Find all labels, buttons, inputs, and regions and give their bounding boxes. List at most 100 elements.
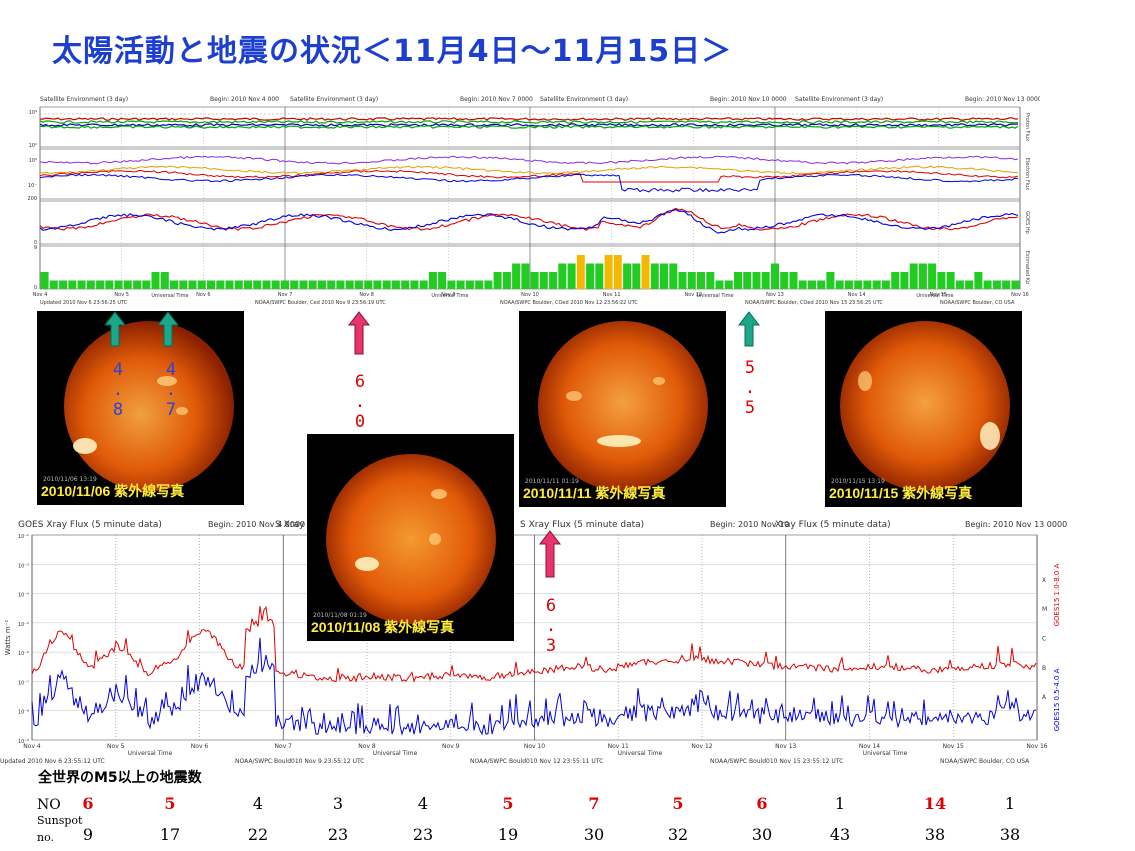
satellite-environment-chart: Satellite Environment (3 day) Begin: 2010… bbox=[27, 96, 1040, 306]
arrow-up-icon bbox=[348, 311, 370, 355]
day-tick-label: Nov 10 bbox=[521, 292, 539, 298]
kp-bar bbox=[447, 280, 456, 289]
flare-class-label: M bbox=[1042, 606, 1047, 613]
kp-bar bbox=[715, 280, 724, 289]
strip-label: Electron Flux bbox=[1024, 158, 1030, 191]
panel-header-title: Xray Flux (5 minute data) bbox=[775, 520, 891, 530]
day-tick-label: Nov 14 bbox=[848, 292, 866, 298]
y-tick-label: 10⁻⁸ bbox=[18, 710, 29, 716]
kp-bar bbox=[678, 272, 687, 289]
day-tick-label: Nov 5 bbox=[114, 292, 129, 298]
kp-bar bbox=[428, 272, 437, 289]
kp-bar bbox=[576, 255, 585, 289]
day-tick-label: Nov 7 bbox=[275, 743, 293, 750]
sunspot-count-cell: 30 bbox=[583, 825, 605, 844]
kp-bar bbox=[493, 272, 502, 289]
kp-bar bbox=[844, 280, 853, 289]
kp-bar bbox=[826, 272, 835, 289]
kp-bar bbox=[133, 280, 142, 289]
quake-count-cell: 6 bbox=[756, 794, 768, 813]
legend-series-long: GOES15 1.0-8.0 A bbox=[1053, 563, 1061, 626]
sun-caption: 2010/11/11 紫外線写真 bbox=[523, 485, 666, 501]
x-axis-label: Universal Time bbox=[373, 750, 418, 757]
page-title: 太陽活動と地震の状況＜11月4日～11月15日＞ bbox=[52, 34, 733, 69]
kp-bar bbox=[623, 263, 632, 289]
kp-bar bbox=[1011, 280, 1020, 289]
kp-bar bbox=[586, 263, 595, 289]
kp-bar bbox=[521, 263, 530, 289]
kp-bar bbox=[706, 272, 715, 289]
kp-bar bbox=[955, 280, 964, 289]
x-axis-label: Universal Time bbox=[128, 750, 173, 757]
arrow-up-icon bbox=[539, 530, 561, 578]
footer-text: NOAA/SWPC Boulder, Ced 2010 Nov 9 23:56:… bbox=[255, 300, 386, 306]
kp-bar bbox=[262, 280, 271, 289]
y-axis-label: Watts m⁻² bbox=[4, 620, 12, 656]
x-axis-label: Universal Time bbox=[151, 293, 188, 299]
kp-bar bbox=[336, 280, 345, 289]
kp-bar bbox=[179, 280, 188, 289]
strip-label: Proton Flux bbox=[1024, 113, 1030, 141]
sun-image-1108: 2010/11/08 01:19 2010/11/08 紫外線写真 bbox=[307, 434, 514, 641]
day-tick-label: Nov 4 bbox=[33, 292, 48, 298]
kp-bar bbox=[539, 272, 548, 289]
panel-header-title: Satellite Environment (3 day) bbox=[540, 96, 628, 103]
footer-text: NOAA/SWPC Bould010 Nov 12 23:55:11 UTC bbox=[470, 758, 603, 765]
y-tick-label: 10⁻ bbox=[28, 183, 37, 189]
panel-header-title: S Xray Flux (5 minute data) bbox=[520, 520, 644, 530]
kp-bar bbox=[835, 280, 844, 289]
day-tick-label: Nov 12 bbox=[684, 292, 702, 298]
sun-caption: 2010/11/15 紫外線写真 bbox=[829, 485, 973, 501]
kp-bar bbox=[244, 280, 252, 289]
day-tick-label: Nov 6 bbox=[196, 292, 211, 298]
kp-bar bbox=[743, 272, 752, 289]
kp-bar bbox=[114, 280, 123, 289]
quake-count-cell: 14 bbox=[923, 794, 947, 813]
kp-bar bbox=[946, 272, 955, 289]
quake-count-cell: 7 bbox=[588, 794, 600, 813]
y-tick-label: 10⁰ bbox=[29, 158, 37, 164]
panel-header-begin: Begin: 2010 Nov 7 0000 bbox=[460, 96, 533, 103]
flare-class-label: A bbox=[1042, 694, 1047, 701]
panel-header-begin: Begin: 2010 Nov 10 0000 bbox=[710, 96, 787, 103]
sun-timestamp: 2010/11/11 01:19 bbox=[525, 478, 579, 485]
kp-bar bbox=[68, 280, 77, 289]
proton-series bbox=[39, 125, 1019, 129]
footer-text: NOAA/SWPC Bould010 Nov 9 23:55:12 UTC bbox=[235, 758, 364, 765]
kp-bar bbox=[327, 280, 336, 289]
kp-bar bbox=[382, 280, 391, 289]
kp-bar bbox=[798, 280, 807, 289]
y-tick-label: 10⁻⁶ bbox=[18, 651, 29, 657]
kp-bar bbox=[632, 263, 641, 289]
kp-bar bbox=[549, 272, 558, 289]
sun-disk-icon bbox=[326, 454, 496, 624]
kp-bar bbox=[456, 280, 465, 289]
legend-series-short: GOES15 0.5-4.0 A bbox=[1053, 668, 1061, 731]
hp-series bbox=[39, 207, 1019, 231]
y-tick-label: 9 bbox=[34, 245, 37, 251]
series-line-short bbox=[31, 637, 1037, 737]
kp-bar bbox=[234, 280, 243, 289]
quake-count-cell: 6 bbox=[82, 794, 94, 813]
sunspot-count-cell: 32 bbox=[667, 825, 689, 844]
kp-bar bbox=[318, 280, 326, 289]
kp-bar bbox=[918, 263, 927, 289]
kp-bar bbox=[789, 272, 798, 289]
sunspot-count-cell: 23 bbox=[412, 825, 434, 844]
footer-text: Updated 2010 Nov 6 23:56:25 UTC bbox=[40, 300, 128, 306]
series-line-long bbox=[31, 605, 1037, 683]
quake-count-cell: 1 bbox=[1004, 794, 1016, 813]
xray-flux-chart: GOES Xray Flux (5 minute data) Begin: 201… bbox=[0, 520, 1070, 765]
day-tick-label: Nov 8 bbox=[359, 292, 374, 298]
kp-bar bbox=[401, 280, 410, 289]
kp-bar bbox=[567, 263, 576, 289]
kp-bar bbox=[438, 272, 447, 289]
sunspot-count-cell: 30 bbox=[751, 825, 773, 844]
kp-bar bbox=[687, 272, 696, 289]
kp-bar bbox=[650, 263, 659, 289]
footer-text: NOAA/SWPC Bould010 Nov 15 23:55:12 UTC bbox=[710, 758, 843, 765]
kp-bar bbox=[872, 280, 881, 289]
kp-bar bbox=[761, 272, 770, 289]
sunspot-count-cell: 22 bbox=[247, 825, 269, 844]
y-tick-label: 10⁻⁹ bbox=[18, 739, 29, 745]
